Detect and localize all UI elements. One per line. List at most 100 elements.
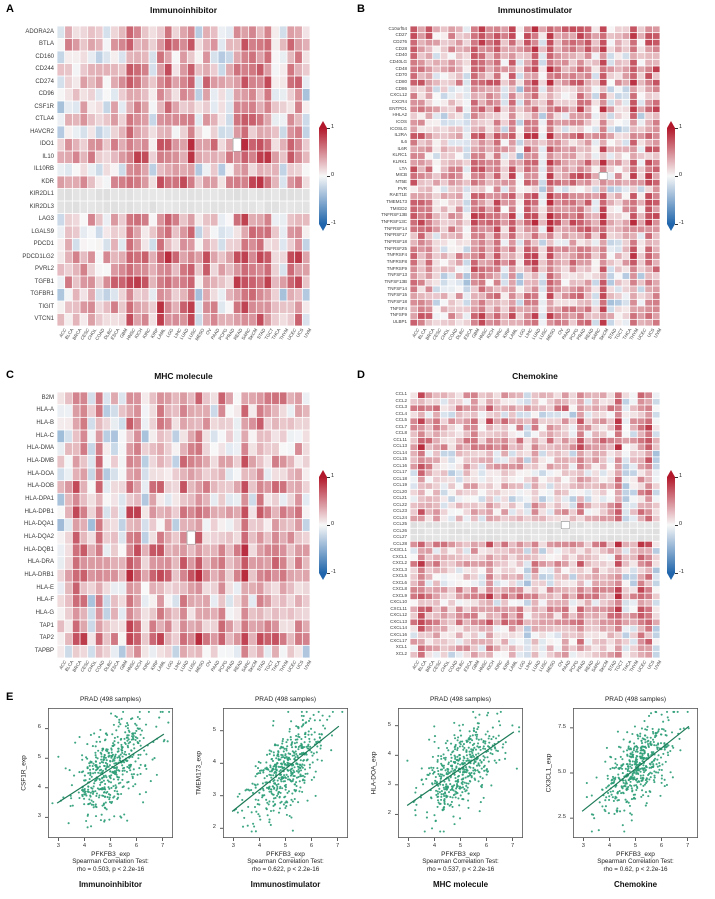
heatmap-col-label: PAAD xyxy=(561,327,572,341)
heatmap-col-label: LUAD xyxy=(530,659,542,673)
x-tick-label: 5 xyxy=(108,843,113,849)
heatmap-row-label: MICB xyxy=(395,172,407,178)
colorbar-tick-mark xyxy=(675,175,678,177)
x-tick-label: 4 xyxy=(607,843,612,849)
heatmap-col-label: TGCT xyxy=(613,327,625,341)
heatmap-row-label: CXCL14 xyxy=(389,625,407,630)
heatmap-title-mhc-molecule: MHC molecule xyxy=(154,371,213,381)
x-tick-label: 6 xyxy=(134,843,139,849)
heatmap-col-label: PAAD xyxy=(209,327,221,341)
heatmap-row-label: CCL15 xyxy=(392,456,407,462)
heatmap-row-label: CCL25 xyxy=(392,521,407,527)
heatmap-row-label: IL10RB xyxy=(33,166,54,173)
heatmap-row-label: CCL28 xyxy=(392,540,407,546)
heatmap-col-label: KICH xyxy=(133,659,144,672)
x-tick-label: 3 xyxy=(231,843,236,849)
heatmap-col-label: DLBC xyxy=(102,659,114,673)
heatmap-row-label: TNFRSF8 xyxy=(386,258,407,264)
colorbar-tick-mark xyxy=(327,476,330,478)
x-tick-label: 3 xyxy=(406,843,411,849)
heatmap-col-label: LIHC xyxy=(524,327,534,339)
y-tick-label: 5 xyxy=(387,721,391,728)
heatmap-col-label: KIRC xyxy=(141,327,152,340)
heatmap-col-label: CHOL xyxy=(86,659,98,673)
heatmap-col-label: MESO xyxy=(545,327,557,342)
heatmap-col-label: THYM xyxy=(628,659,640,673)
heatmap-col-label: THYM xyxy=(278,327,290,341)
colorbar-tick-mark xyxy=(327,127,330,129)
heatmap-row-label: CCL22 xyxy=(392,501,407,507)
colorbar-tick-label: -1 xyxy=(331,569,336,575)
scatter-title: PRAD (498 samples) xyxy=(429,696,492,703)
heatmap-col-label: MESO xyxy=(193,659,206,674)
heatmap-row-label: CTLA4 xyxy=(35,116,54,123)
heatmap-row-label: LGALS9 xyxy=(31,228,54,235)
heatmap-row-label: TNFSF13B xyxy=(384,278,407,284)
heatmap-row-label: LAG3 xyxy=(38,216,54,223)
heatmap-col-label: BLCA xyxy=(64,327,75,341)
heatmap-row-label: IL6 xyxy=(400,138,407,144)
heatmap-col-label: ACC xyxy=(57,659,68,671)
colorbar-tick-label: -1 xyxy=(679,569,684,575)
heatmap-col-label: COAD xyxy=(94,659,106,674)
heatmap-row-label: CD96 xyxy=(38,91,54,98)
x-tick-label: 3 xyxy=(56,843,61,849)
heatmap-row-label: CXCR4 xyxy=(391,98,407,104)
heatmap-row-label: IL10 xyxy=(42,153,54,160)
colorbar-tick-label: 1 xyxy=(679,124,683,130)
heatmap-col-label: TGCT xyxy=(613,659,625,673)
heatmap-row-label: CCL21 xyxy=(392,495,407,501)
heatmap-col-label: ESCA xyxy=(110,327,121,341)
heatmap-row-label: IL2RA xyxy=(394,132,407,138)
scatter-category-label: Chemokine xyxy=(613,880,658,889)
colorbar-tick-mark xyxy=(327,572,330,574)
panel-label-e: E xyxy=(6,691,14,703)
heatmap-row-label: XCL1 xyxy=(395,644,407,650)
y-tick-label: 4 xyxy=(387,751,391,758)
colorbar-gradient xyxy=(319,477,327,573)
heatmap-col-label: BRCA xyxy=(424,327,436,341)
panel-label-b: B xyxy=(357,3,365,15)
heatmap-col-label: LGG xyxy=(516,659,527,671)
y-tick-label: 5.0 xyxy=(557,768,566,775)
heatmap-row-label: HLA-DOB xyxy=(27,483,54,490)
heatmap-col-label: PCPG xyxy=(217,659,229,673)
heatmap-row-label: CCL4 xyxy=(395,410,407,416)
heatmap-row-label: TNFRSF4 xyxy=(386,252,407,258)
heatmap-row-label: CD28 xyxy=(395,45,407,51)
heatmap-row-label: CXCL5 xyxy=(392,573,407,579)
heatmap-col-label: READ xyxy=(583,327,595,341)
heatmap-row-label: CXCL1 xyxy=(392,553,407,559)
heatmap-row-label: CCL26 xyxy=(392,527,407,533)
heatmap-row-label: HLA-A xyxy=(36,407,54,414)
heatmap-row-label: PDCD1LG2 xyxy=(22,253,54,260)
heatmap-row-label: LTA xyxy=(399,165,407,171)
scatter-panel-immunostimulator: PRAD (498 samples) TMEM173_exp PFKFB3_ex… xyxy=(185,695,355,899)
heatmap-row-label: BTLA xyxy=(38,41,54,48)
heatmap-row-label: CCL14 xyxy=(392,449,407,455)
heatmap-grid-immunoinhibitor xyxy=(57,26,310,326)
colorbar-tick-mark xyxy=(675,524,678,526)
heatmap-col-label: LAML xyxy=(156,659,167,673)
heatmap-col-label: LGG xyxy=(165,659,175,671)
scatter-title: PRAD (498 samples) xyxy=(79,696,142,703)
heatmap-col-label: THCA xyxy=(271,659,282,673)
colorbar-tick-mark xyxy=(327,175,330,177)
heatmap-row-label: CD70 xyxy=(395,72,407,78)
heatmap-col-label: UCEC xyxy=(286,327,298,341)
heatmap-row-label: TNFSF14 xyxy=(387,285,407,291)
heatmap-col-label: UCS xyxy=(645,327,655,339)
heatmap-title-immunostimulator: Immunostimulator xyxy=(497,5,573,15)
heatmap-row-label: CCL3 xyxy=(395,404,407,410)
heatmap-col-label: OV xyxy=(556,327,564,336)
colorbar-tick-label: 0 xyxy=(331,172,335,178)
heatmap-col-label: THCA xyxy=(621,659,633,673)
heatmap-row-label: TNFSF9 xyxy=(389,312,407,318)
heatmap-row-label: TNFSF18 xyxy=(387,298,407,304)
heatmap-row-label: CD80 xyxy=(395,78,407,84)
colorbar-tick-label: 1 xyxy=(679,473,683,479)
heatmap-row-label: HLA-DRA xyxy=(27,559,54,566)
heatmap-col-label: SARC xyxy=(240,659,252,673)
heatmap-row-label: CXCL13 xyxy=(389,618,407,624)
heatmap-row-label: CD48 xyxy=(395,65,407,71)
